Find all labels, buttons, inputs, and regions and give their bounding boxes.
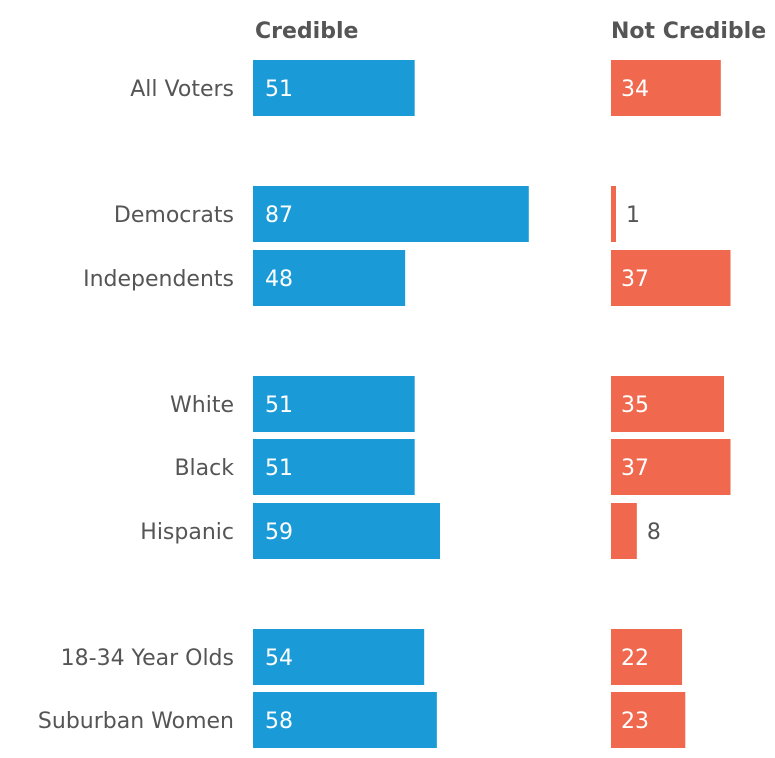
credible-value-label: 87 <box>265 203 293 228</box>
credible-value-label: 51 <box>265 393 293 418</box>
category-label: Suburban Women <box>38 709 234 734</box>
not-credible-value-label: 1 <box>626 203 640 228</box>
category-label: Independents <box>83 267 234 292</box>
not-credible-value-label: 37 <box>621 456 649 481</box>
not-credible-bar <box>611 186 616 242</box>
category-label: Democrats <box>114 203 234 228</box>
credible-bar <box>253 629 425 685</box>
credible-bar <box>253 376 415 432</box>
not-credible-value-label: 37 <box>621 267 649 292</box>
series-header-not-credible: Not Credible <box>611 19 766 44</box>
series-header-credible: Credible <box>255 19 358 44</box>
not-credible-bar <box>611 376 725 432</box>
not-credible-bar <box>611 692 686 748</box>
credible-value-label: 48 <box>265 267 293 292</box>
credible-bar <box>253 503 441 559</box>
not-credible-bar <box>611 503 637 559</box>
not-credible-value-label: 8 <box>647 520 661 545</box>
category-label: White <box>170 393 234 418</box>
category-label: All Voters <box>130 77 234 102</box>
credible-value-label: 58 <box>265 709 293 734</box>
credible-bar <box>253 60 415 116</box>
not-credible-value-label: 34 <box>621 77 649 102</box>
not-credible-bar <box>611 439 731 495</box>
credible-value-label: 51 <box>265 456 293 481</box>
credible-value-label: 51 <box>265 77 293 102</box>
category-label: Hispanic <box>140 520 234 545</box>
not-credible-value-label: 23 <box>621 709 649 734</box>
not-credible-bar <box>611 60 721 116</box>
not-credible-value-label: 22 <box>621 646 649 671</box>
category-label: Black <box>174 456 234 481</box>
not-credible-bar <box>611 629 683 685</box>
credible-bar <box>253 250 406 306</box>
credible-value-label: 59 <box>265 520 293 545</box>
credible-bar <box>253 692 437 748</box>
credible-bar <box>253 186 529 242</box>
category-label: 18-34 Year Olds <box>61 646 234 671</box>
credible-bar <box>253 439 415 495</box>
not-credible-value-label: 35 <box>621 393 649 418</box>
credible-value-label: 54 <box>265 646 293 671</box>
not-credible-bar <box>611 250 731 306</box>
